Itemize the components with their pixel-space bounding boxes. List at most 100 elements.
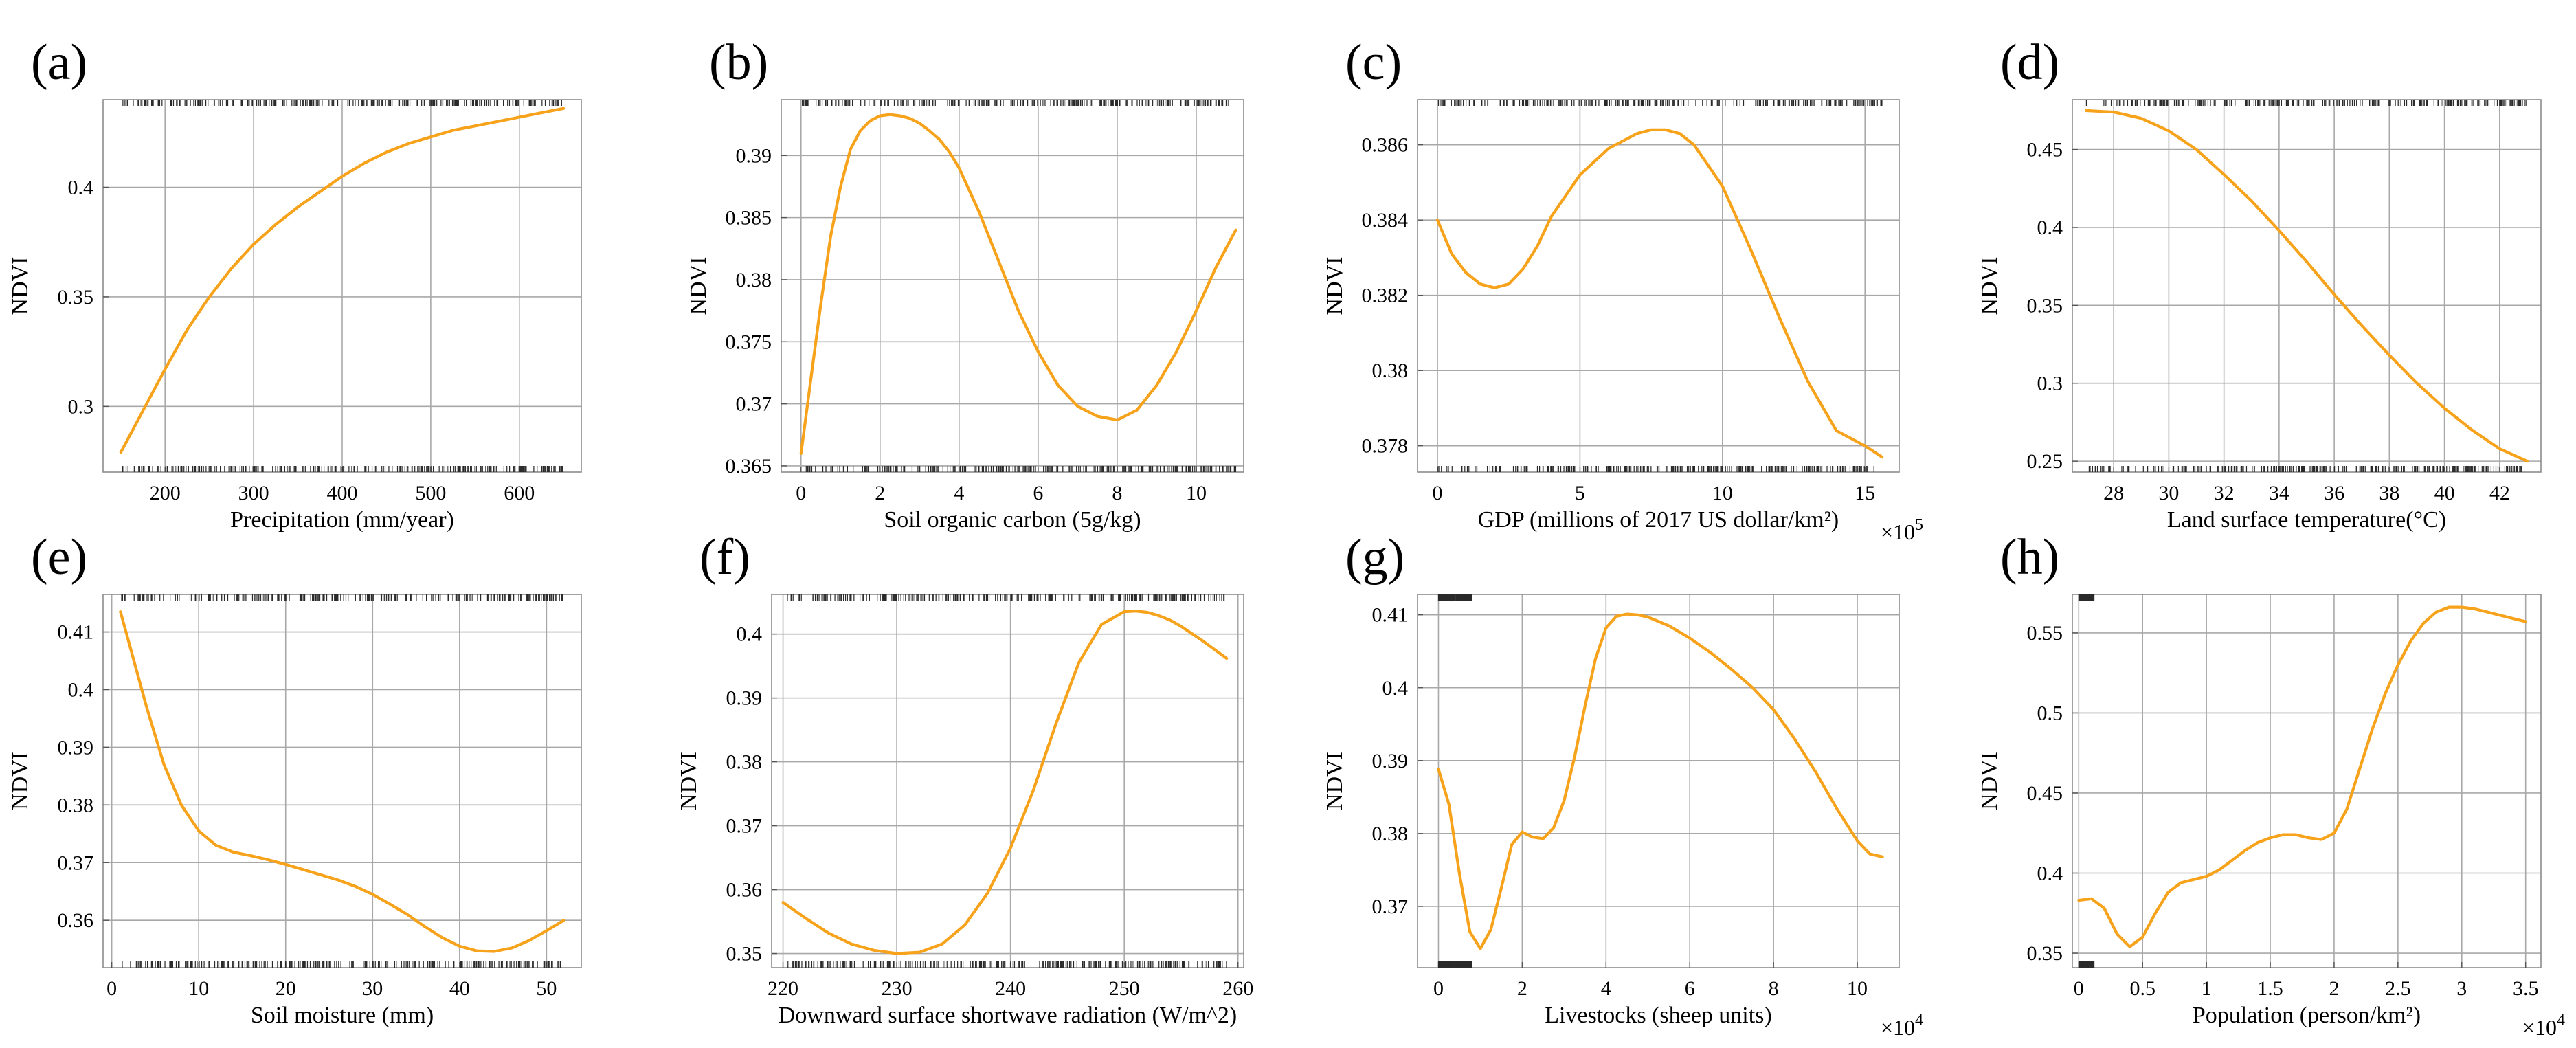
- panel-letter: (a): [31, 34, 87, 91]
- ndvi-response-curve: [2077, 605, 2527, 948]
- y-tick-label: 0.38: [736, 269, 772, 291]
- x-tick-label: 8: [1769, 977, 1779, 1000]
- y-tick-label: 0.4: [737, 623, 763, 646]
- x-tick-label: 400: [327, 482, 358, 504]
- y-axis-label: NDVI: [1977, 752, 2002, 810]
- x-tick-label: 50: [536, 977, 557, 1000]
- x-tick-label: 0: [2074, 977, 2084, 1000]
- x-axis-label: Population (person/km²): [2193, 1003, 2421, 1028]
- x-axis-label: Land surface temperature(°C): [2167, 507, 2446, 533]
- panel-4: (d) 28 30 32 34 36 38 40 42 0.25 0.3 0.35 0.4 0.45 Lan…: [1977, 34, 2542, 533]
- y-tick-label: 0.4: [2037, 862, 2063, 885]
- x-exponent-power: 5: [1915, 516, 1923, 534]
- x-tick-label: 34: [2269, 482, 2289, 504]
- y-tick-label: 0.35: [2027, 942, 2063, 965]
- plot-frame: [2072, 594, 2542, 968]
- y-axis-label: NDVI: [686, 257, 711, 315]
- y-tick-label: 0.384: [1362, 209, 1409, 232]
- x-tick-label: 240: [995, 977, 1026, 1000]
- y-axis-label: NDVI: [1977, 257, 2002, 315]
- ndvi-response-curve: [119, 107, 565, 454]
- x-exponent-base: ×10: [1881, 520, 1915, 544]
- y-tick-label: 0.39: [726, 687, 763, 710]
- y-tick-label: 0.386: [1362, 134, 1409, 157]
- x-tick-label: 0: [107, 977, 117, 1000]
- x-tick-label: 1: [2202, 977, 2212, 1000]
- y-tick-label: 0.41: [1372, 604, 1409, 627]
- x-tick-label: 2.5: [2385, 977, 2411, 1000]
- y-tick-label: 0.4: [2037, 216, 2063, 239]
- panel-2: (b) 0 2 4 6 8 10 0.365 0.37 0.375 0.38 0.385 0.39 Soi…: [686, 34, 1244, 533]
- x-tick-label: 0: [796, 482, 806, 504]
- x-tick-label: 260: [1222, 977, 1253, 1000]
- y-tick-label: 0.382: [1362, 285, 1409, 307]
- plot-frame: [1417, 99, 1900, 473]
- x-tick-label: 15: [1855, 482, 1875, 504]
- y-tick-label: 0.5: [2037, 702, 2063, 724]
- panel-3: (c) 0 5 10 15 0.378 0.38 0.382 0.384 0.386 GDP (mi…: [1322, 34, 1923, 544]
- y-tick-label: 0.3: [68, 395, 94, 418]
- y-axis-label: NDVI: [8, 257, 33, 315]
- y-tick-label: 0.39: [1372, 750, 1409, 772]
- x-tick-label: 2: [2329, 977, 2339, 1000]
- panel-letter: (c): [1345, 34, 1402, 91]
- x-tick-label: 3: [2456, 977, 2467, 1000]
- x-tick-label: 10: [1847, 977, 1868, 1000]
- panel-1: (a) 200 300 400 500 600 0.3 0.35 0.4 Precipitatio…: [8, 34, 582, 533]
- plot-frame: [2072, 99, 2542, 473]
- x-tick-label: 10: [1712, 482, 1733, 504]
- x-tick-label: 38: [2379, 482, 2399, 504]
- x-exponent-power: 4: [2557, 1012, 2565, 1029]
- y-tick-label: 0.378: [1362, 435, 1409, 458]
- y-tick-label: 0.38: [58, 794, 94, 816]
- ndvi-response-curve: [1437, 612, 1884, 950]
- y-tick-label: 0.375: [726, 331, 772, 353]
- panel-letter: (h): [2000, 529, 2059, 586]
- y-axis-label: NDVI: [676, 752, 702, 810]
- y-axis-label: NDVI: [1322, 752, 1347, 810]
- plot-frame: [1417, 594, 1900, 968]
- y-tick-label: 0.39: [58, 736, 94, 759]
- y-tick-label: 0.37: [726, 815, 763, 838]
- y-tick-label: 0.45: [2027, 139, 2063, 161]
- x-exponent-label: ×105: [1881, 516, 1923, 544]
- x-tick-label: 6: [1685, 977, 1695, 1000]
- x-axis-label: Soil moisture (mm): [251, 1003, 434, 1028]
- x-tick-label: 6: [1033, 482, 1043, 504]
- y-tick-label: 0.36: [726, 879, 763, 902]
- x-tick-label: 200: [150, 482, 181, 504]
- x-exponent-label: ×104: [1881, 1012, 1923, 1040]
- y-tick-label: 0.35: [726, 943, 763, 966]
- ndvi-response-curve: [799, 113, 1237, 455]
- panel-7: (g) 0 2 4 6 8 10 0.37 0.38 0.39 0.4 0.41 Livestocks …: [1322, 529, 1923, 1040]
- x-axis-label: Soil organic carbon (5g/kg): [884, 507, 1141, 533]
- x-tick-label: 20: [276, 977, 296, 1000]
- x-tick-label: 3.5: [2513, 977, 2539, 1000]
- ndvi-response-curve: [781, 610, 1229, 955]
- x-axis-label: Downward surface shortwave radiation (W/…: [779, 1003, 1237, 1028]
- panel-letter: (d): [2000, 34, 2059, 91]
- x-tick-label: 300: [238, 482, 269, 504]
- panel-6: (f) 220 230 240 250 260 0.35 0.36 0.37 0.38 0.39 0.…: [676, 529, 1253, 1028]
- x-tick-label: 0: [1433, 482, 1443, 504]
- plot-frame: [771, 594, 1244, 968]
- y-tick-label: 0.36: [58, 909, 94, 932]
- ndvi-response-curve: [2085, 109, 2529, 463]
- x-exponent-base: ×10: [1881, 1015, 1915, 1040]
- x-tick-label: 40: [2434, 482, 2455, 504]
- y-tick-label: 0.385: [726, 207, 772, 230]
- y-tick-label: 0.35: [58, 286, 94, 309]
- y-tick-label: 0.45: [2027, 782, 2063, 805]
- x-axis-label: GDP (millions of 2017 US dollar/km²): [1478, 507, 1839, 533]
- panel-letter: (e): [31, 529, 87, 586]
- x-tick-label: 4: [954, 482, 964, 504]
- x-tick-label: 0: [1433, 977, 1444, 1000]
- y-tick-label: 0.38: [1372, 823, 1409, 845]
- y-tick-label: 0.55: [2027, 622, 2063, 645]
- y-tick-label: 0.365: [726, 455, 772, 478]
- x-tick-label: 30: [362, 977, 383, 1000]
- x-exponent-label: ×104: [2522, 1012, 2565, 1040]
- x-tick-label: 1.5: [2257, 977, 2283, 1000]
- x-tick-label: 250: [1109, 977, 1140, 1000]
